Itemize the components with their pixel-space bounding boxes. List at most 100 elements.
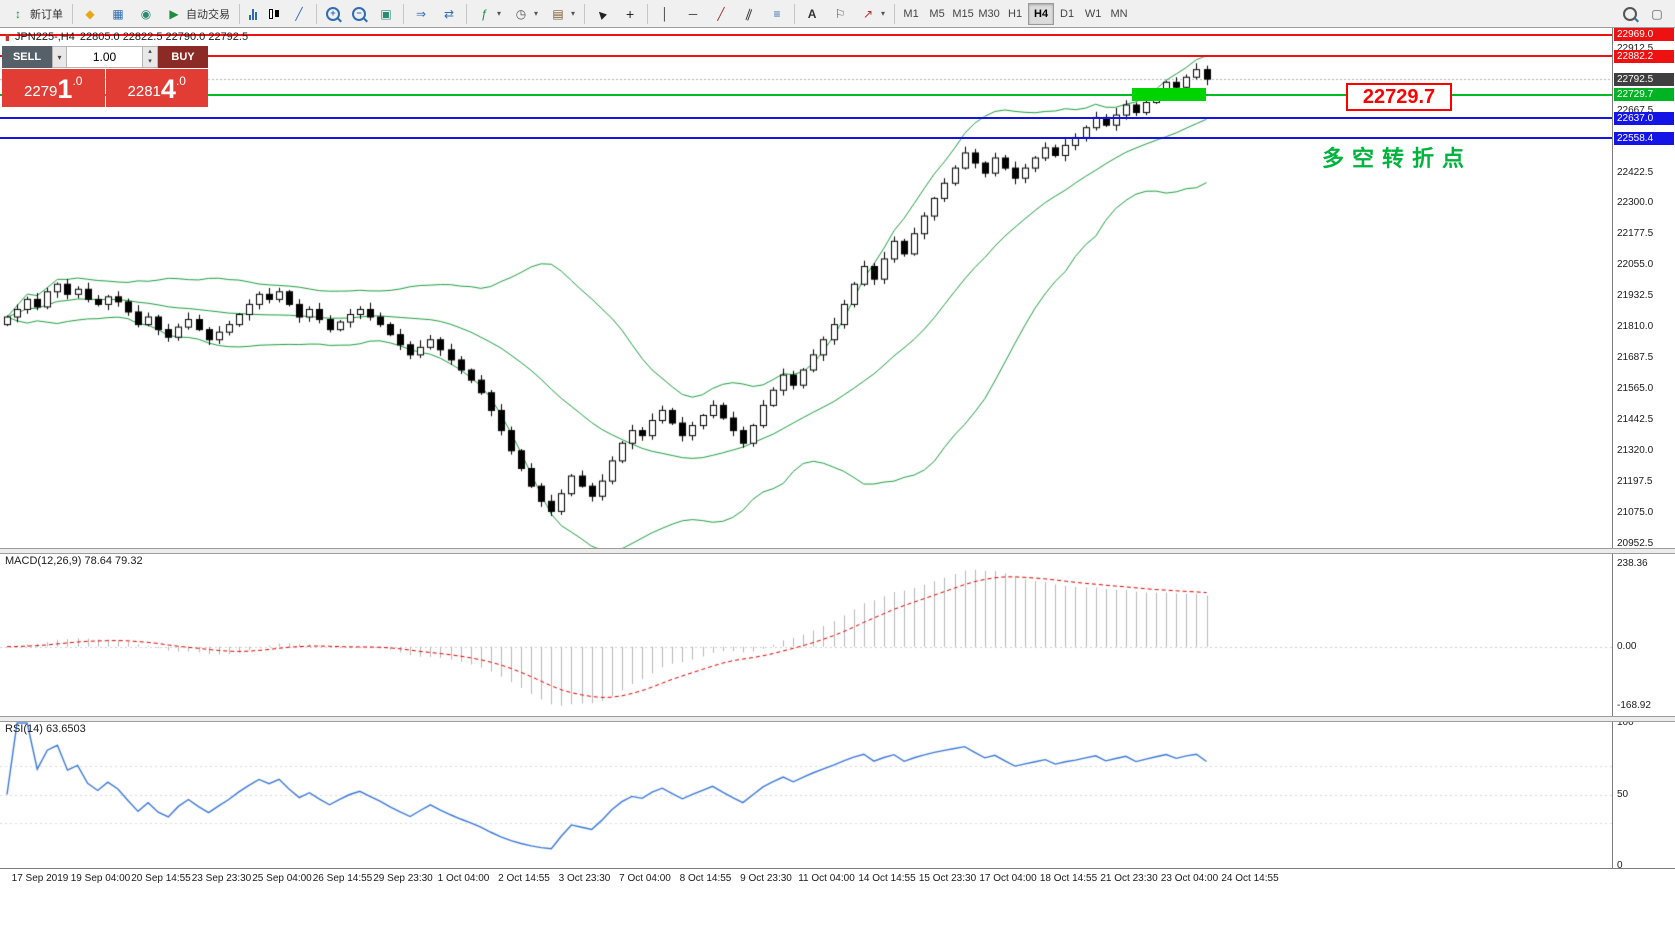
chevron-down-icon: ▾ [571,9,576,18]
chart-window-icon: ▮ [5,31,10,42]
volume-dropdown-icon[interactable]: ▾ [52,46,67,68]
price-callout[interactable]: 22729.7 [1346,83,1452,111]
label-flag-icon: ⚐ [834,6,846,21]
auto-scroll-button[interactable]: ⇒ [407,2,435,26]
arrow-icon: ↗ [863,6,874,21]
turning-point-note[interactable]: 多空转折点 [1322,146,1473,171]
price-marker-22729.7: 22729.7 [1614,88,1674,102]
chevron-down-icon: ▾ [881,9,886,18]
pane-splitter-rsi[interactable] [0,716,1675,722]
indicators-icon: ƒ [480,6,488,21]
timeframe-mn-button[interactable]: MN [1110,7,1128,20]
chart-shift-button[interactable]: ⇄ [435,2,463,26]
candlestick-mode-button[interactable] [263,2,285,26]
channel-tool-button[interactable]: ∥ [735,2,763,26]
label-tool-button[interactable]: ⚐ [826,2,854,26]
horizontal-line-object[interactable] [0,55,1612,58]
price-tick-label: 21442.5 [1617,413,1654,425]
timeframe-m30-button[interactable]: M30 [978,7,1000,20]
horizontal-line-object[interactable] [0,33,1612,36]
zoom-out-icon: − [352,6,366,21]
toolbar-separator [647,3,649,24]
time-axis-label: 19 Sep 04:00 [70,873,131,884]
arrows-tool-button[interactable]: ↗ ▾ [854,2,891,26]
zoom-out-button[interactable]: − [346,2,372,26]
text-tool-button[interactable]: A [798,2,826,26]
time-axis-label: 24 Oct 14:55 [1221,873,1279,884]
timeframe-d1-button[interactable]: D1 [1060,7,1075,20]
timeframe-m1-button[interactable]: M1 [903,7,919,20]
symbol-title: JPN225-,H4 [14,31,75,43]
zoom-in-button[interactable]: + [320,2,346,26]
horizontal-line-object[interactable] [0,117,1612,120]
highlight-zone[interactable] [1132,87,1206,101]
cursor-tool-button[interactable]: ▶ [588,2,616,26]
candlestick-icon [269,8,279,20]
timeframe-w1-button[interactable]: W1 [1084,7,1102,20]
timeframe-h1-button[interactable]: H1 [1008,7,1023,20]
crosshair-tool-button[interactable]: + [616,2,644,26]
price-axis[interactable]: 22912.522790.022667.522545.022422.522300… [1612,28,1675,892]
horizontal-line-tool-button[interactable]: ─ [679,2,707,26]
price-tick-label: 21810.0 [1617,321,1654,333]
channel-icon: ∥ [743,5,755,22]
trendline-icon: ╱ [717,6,725,21]
autotrading-play-icon: ▶ [169,6,179,21]
price-marker-22792.5: 22792.5 [1614,72,1674,86]
indicators-button[interactable]: ƒ ▾ [470,2,507,26]
search-button[interactable] [1617,2,1643,26]
new-order-button[interactable]: ↕ 新订单 [4,2,69,26]
sell-price-display[interactable]: 2279 1.0 [2,69,105,107]
autotrading-label: 自动交易 [186,8,230,21]
time-axis-label: 18 Oct 14:55 [1039,873,1098,884]
toolbar-separator [403,3,404,24]
periods-button[interactable]: ◷ ▾ [507,2,544,26]
horizontal-line-object[interactable] [0,137,1612,140]
autotrading-button[interactable]: ▶ 自动交易 [160,2,236,26]
price-marker-22969.0: 22969.0 [1614,28,1674,42]
volume-stepper: ▴ ▾ [143,46,158,68]
fibonacci-tool-button[interactable]: ≡ [763,2,791,26]
volume-input[interactable]: 1.00 [67,46,143,68]
timeframe-m15-button[interactable]: M15 [952,7,974,20]
templates-button[interactable]: ▤ ▾ [544,2,581,26]
vertical-line-icon: │ [661,6,669,21]
pane-splitter-macd[interactable] [0,548,1675,554]
fibonacci-icon: ≡ [773,6,781,21]
volume-up-icon[interactable]: ▴ [148,48,152,55]
timeframe-m5-button[interactable]: M5 [929,7,945,20]
time-axis-label: 25 Sep 04:00 [252,873,312,884]
time-axis-label: 9 Oct 23:30 [740,873,792,884]
vertical-line-tool-button[interactable]: │ [651,2,679,26]
price-marker-22558.4: 22558.4 [1614,131,1674,145]
time-axis-label: 15 Oct 23:30 [918,873,977,884]
chart-ohlc-readout: ▮ JPN225-,H4 22805.0 22822.5 22790.0 227… [5,31,248,43]
horizontal-line-object[interactable] [0,93,1612,96]
time-axis[interactable]: 17 Sep 2019 19 Sep 04:00 20 Sep 14:55 23 Se… [0,868,1675,895]
buy-price-display[interactable]: 2281 4.0 [105,69,208,107]
ohlc-values: 22805.0 22822.5 22790.0 22792.5 [79,31,249,43]
bar-chart-mode-button[interactable] [243,2,263,26]
data-window-button[interactable]: ▦ [104,2,132,26]
time-axis-label: 2 Oct 14:55 [498,873,550,884]
price-tick-label: 22422.5 [1617,166,1654,178]
macd-axis-label: -168.92 [1617,699,1651,711]
search-icon [1623,6,1637,21]
line-chart-mode-button[interactable]: ╱ [285,2,313,26]
market-watch-button[interactable]: ◆ [76,2,104,26]
timeframe-h4-button[interactable]: H4 [1028,2,1055,25]
time-axis-label: 14 Oct 14:55 [858,873,916,884]
zoom-in-icon: + [326,6,340,21]
buy-button[interactable]: BUY [158,46,208,68]
time-axis-label: 23 Sep 23:30 [191,873,252,884]
trendline-tool-button[interactable]: ╱ [707,2,735,26]
main-toolbar: ↕ 新订单 ◆ ▦ ◉ ▶ 自动交易 ╱ + − ▣ ⇒ ⇄ ƒ ▾ ◷ ▾ ▤ ▾ … [0,0,1675,28]
new-window-button[interactable]: ▢ [1643,2,1671,26]
sell-button[interactable]: SELL [2,46,52,68]
navigator-button[interactable]: ◉ [132,2,160,26]
tile-windows-button[interactable]: ▣ [372,2,400,26]
price-tick-label: 21687.5 [1617,352,1654,364]
volume-down-icon[interactable]: ▾ [148,58,152,65]
sell-price-big-digit: 1 [57,74,73,104]
